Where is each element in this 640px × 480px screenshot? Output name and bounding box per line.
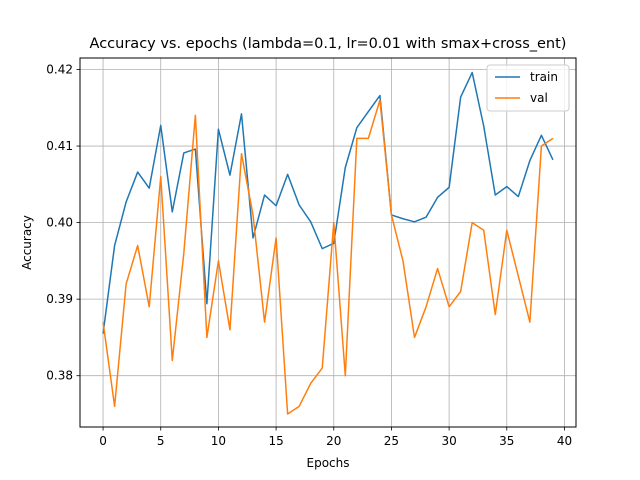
y-tick-label: 0.40 <box>46 216 73 230</box>
y-tick-label: 0.39 <box>46 292 73 306</box>
series-layer <box>102 71 554 415</box>
x-tick-label: 15 <box>268 434 283 448</box>
legend-label-val: val <box>530 91 548 105</box>
series-line-val <box>102 99 554 415</box>
x-tick-label: 10 <box>211 434 226 448</box>
y-axis: 0.38 0.39 0.40 0.41 0.42 <box>46 62 80 383</box>
x-axis: 0 5 10 15 20 25 30 35 40 <box>99 427 572 448</box>
x-tick-label: 40 <box>557 434 572 448</box>
legend: train val <box>486 64 570 112</box>
x-tick-label: 5 <box>157 434 165 448</box>
y-axis-label: Accuracy <box>20 215 34 270</box>
plot-frame <box>79 57 577 428</box>
x-tick-label: 20 <box>326 434 341 448</box>
y-tick-label: 0.38 <box>46 369 73 383</box>
x-tick-label: 30 <box>441 434 456 448</box>
x-tick-label: 35 <box>499 434 514 448</box>
y-tick-label: 0.42 <box>46 62 73 76</box>
y-tick-label: 0.41 <box>46 139 73 153</box>
x-tick-label: 0 <box>99 434 107 448</box>
x-tick-label: 25 <box>384 434 399 448</box>
legend-label-train: train <box>530 70 558 84</box>
series-line-train <box>102 71 554 334</box>
x-axis-label: Epochs <box>307 456 350 470</box>
chart-title: Accuracy vs. epochs (lambda=0.1, lr=0.01… <box>90 36 567 52</box>
